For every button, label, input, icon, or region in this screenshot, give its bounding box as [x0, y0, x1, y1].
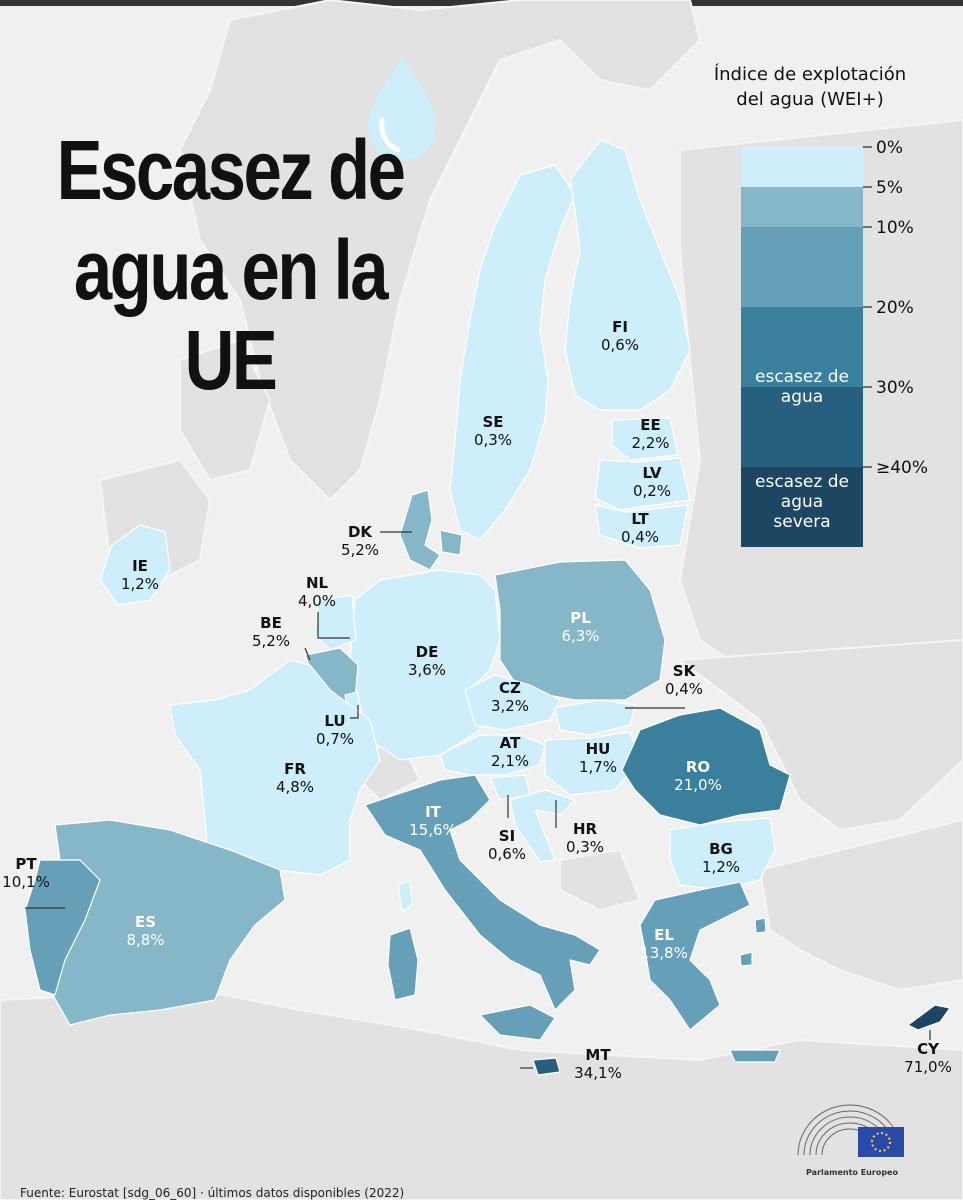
source-note: Fuente: Eurostat [sdg_06_60] · últimos d… — [20, 1186, 405, 1200]
legend-tick-5: 5% — [876, 178, 903, 198]
label-lu: LU 0,7% — [315, 712, 355, 748]
country-shape-lt — [594, 504, 689, 549]
european-parliament-logo — [797, 1104, 904, 1157]
country-shape-pl — [494, 559, 666, 701]
legend-band-40-plus — [741, 467, 863, 547]
country-shape-mt — [532, 1057, 561, 1076]
water-drop-icon — [368, 56, 436, 160]
eu-countries — [24, 139, 951, 1076]
label-it: IT 15,6% — [409, 803, 457, 839]
legend-severe-line-3: severa — [773, 512, 831, 532]
title-line-1: Escasez de — [56, 123, 406, 217]
label-nl: NL 4,0% — [297, 574, 337, 610]
label-cy: CY 71,0% — [904, 1040, 952, 1076]
label-ie: IE 1,2% — [120, 557, 160, 593]
country-shape-ee — [611, 417, 679, 461]
title-line-3: UE — [184, 313, 278, 407]
country-shape-el — [639, 881, 751, 1031]
label-ee: EE 2,2% — [631, 416, 670, 452]
label-si: SI 0,6% — [487, 827, 527, 863]
legend-severe-line-1: escasez de — [755, 472, 849, 492]
country-shape-dk — [399, 489, 441, 571]
label-lv: LV 0,2% — [632, 464, 672, 500]
label-el: EL 13,8% — [640, 926, 688, 962]
title-line-2: agua en la — [73, 223, 389, 317]
legend-tick-10: 10% — [876, 218, 914, 238]
country-shape-nl — [314, 594, 357, 651]
legend-scarcity-line-2: agua — [780, 387, 824, 407]
legend-band-5-10 — [741, 187, 863, 227]
legend-tick-40: ≥40% — [876, 458, 929, 478]
legend-band-10-20 — [741, 227, 863, 307]
country-shape-at — [439, 734, 546, 776]
legend-band-0-5 — [741, 147, 863, 187]
label-de: DE 3,6% — [407, 643, 447, 679]
legend-tick-30: 30% — [876, 378, 914, 398]
country-shape-bg — [669, 817, 776, 891]
label-pt: PT 10,1% — [2, 855, 50, 891]
label-sk: SK 0,4% — [664, 662, 704, 698]
country-shape-cy — [907, 1004, 951, 1031]
label-es: ES 8,8% — [126, 913, 165, 949]
country-shape-hr — [509, 789, 576, 863]
legend-bar — [741, 146, 872, 547]
country-shape-ro — [621, 707, 791, 826]
country-shape-fi — [564, 139, 691, 411]
country-shape-se — [449, 164, 576, 541]
country-shape-ie — [99, 524, 171, 606]
legend-scarcity-label: escasez de agua — [741, 367, 863, 407]
legend-tick-0: 0% — [876, 138, 903, 158]
ep-logo-caption: Parlamento Europeo — [806, 1168, 898, 1177]
label-lt: LT 0,4% — [620, 510, 660, 546]
legend-tick-20: 20% — [876, 298, 914, 318]
label-mt: MT 34,1% — [574, 1046, 622, 1082]
label-fr: FR 4,8% — [275, 760, 315, 796]
label-at: AT 2,1% — [490, 734, 530, 770]
legend-title-line-1: Índice de explotación — [713, 64, 907, 85]
legend-scarcity-line-1: escasez de — [755, 367, 849, 387]
label-be: BE 5,2% — [251, 614, 291, 650]
label-bg: BG 1,2% — [701, 840, 741, 876]
legend-band-20-30 — [741, 307, 863, 387]
label-hu: HU 1,7% — [578, 740, 618, 776]
country-shape-fr — [169, 659, 381, 881]
label-fi: FI 0,6% — [600, 318, 640, 354]
label-se: SE 0,3% — [473, 413, 513, 449]
country-shape-it — [364, 774, 601, 1011]
legend-severe-label: escasez de agua severa — [741, 472, 863, 532]
label-ro: RO 21,0% — [674, 758, 722, 794]
label-dk: DK 5,2% — [340, 523, 380, 559]
legend-severe-line-2: agua — [780, 492, 824, 512]
label-cz: CZ 3,2% — [490, 679, 530, 715]
legend-band-30-40 — [741, 387, 863, 467]
label-pl: PL 6,3% — [561, 609, 600, 645]
legend-title-line-2: del agua (WEI+) — [736, 89, 884, 110]
country-shape-pt — [24, 859, 101, 996]
label-hr: HR 0,3% — [565, 820, 605, 856]
legend-title: Índice de explotación del agua (WEI+) — [680, 62, 940, 112]
country-shape-lv — [594, 457, 691, 511]
leader-lines — [25, 531, 931, 1069]
country-shape-sk — [554, 699, 636, 736]
